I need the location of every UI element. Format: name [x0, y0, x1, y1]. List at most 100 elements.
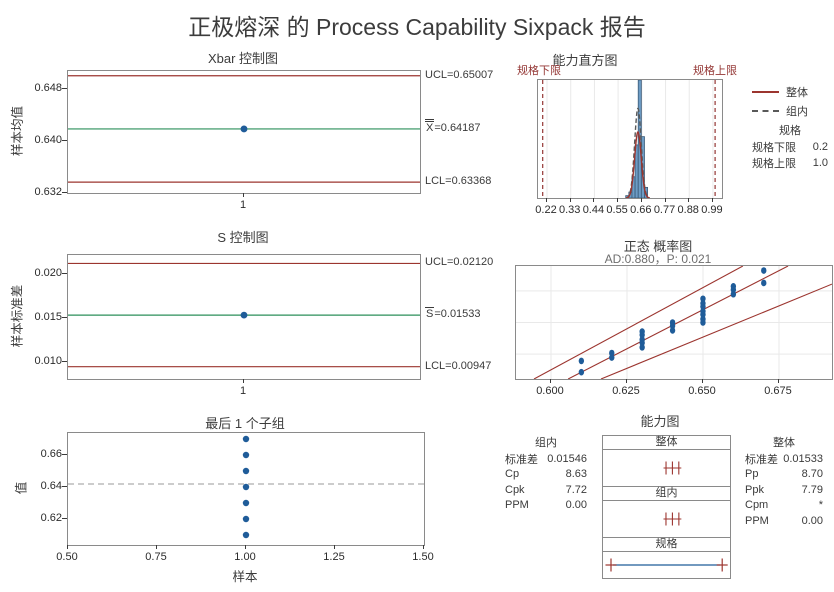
data-point	[242, 451, 250, 459]
xbar-ucl-label: UCL=0.65007	[425, 69, 494, 81]
within-stats-header: 组内	[535, 437, 557, 449]
stat-row: Cpm *	[745, 498, 823, 514]
x-tick-label: 0.675	[764, 385, 792, 397]
x-tick-mark	[245, 545, 246, 549]
x-tick-label: 1.50	[412, 551, 434, 563]
fit-line	[533, 266, 744, 379]
s-center-label: S=0.01533	[425, 307, 481, 320]
data-point	[242, 467, 250, 475]
x-tick-mark	[546, 198, 547, 202]
y-tick-mark	[62, 454, 67, 455]
y-tick-mark	[62, 88, 67, 90]
x-tick-mark	[777, 379, 779, 383]
data-point	[578, 357, 585, 365]
overall-stats-header: 整体	[773, 437, 795, 449]
s-plot	[67, 254, 421, 380]
histogram-plot	[537, 79, 723, 199]
stat-row: PPM 0.00	[505, 498, 587, 514]
overall-stats-block: 整体 标准差 0.01533 Pp 8.70 Ppk 7.79 Cpm * PPM 0.00	[745, 436, 823, 529]
y-tick-label: 0.648	[34, 81, 62, 94]
stat-value: 8.70	[801, 468, 823, 481]
y-tick-mark	[62, 192, 67, 193]
stat-label: Cpm	[745, 499, 769, 512]
x-doublebar-symbol: X	[425, 119, 435, 134]
y-tick-label: 0.632	[34, 185, 62, 198]
x-tick-mark	[423, 545, 424, 549]
stat-value: *	[818, 499, 823, 512]
xbar-y-axis-label: 样本均值	[10, 105, 25, 157]
stat-label: Pp	[745, 468, 759, 481]
x-tick-label: 0.75	[145, 551, 167, 563]
fit-line	[600, 283, 832, 379]
x-tick-mark	[625, 379, 627, 383]
y-tick-label: 0.66	[40, 447, 62, 460]
x-tick-label: 0.33	[558, 204, 581, 216]
x-tick-label: 1.00	[234, 551, 256, 563]
y-tick-label: 0.020	[34, 266, 62, 279]
x-tick-mark	[664, 198, 666, 202]
x-tick-label: 1.25	[323, 551, 345, 563]
stat-row: Pp 8.70	[745, 467, 823, 483]
y-tick-mark	[62, 518, 67, 519]
stat-row: Ppk 7.79	[745, 482, 823, 498]
histogram-title: 能力直方图	[552, 53, 618, 68]
data-point	[761, 279, 767, 287]
x-tick-label: 0.625	[612, 385, 640, 397]
stat-label: 标准差	[505, 453, 538, 466]
x-tick-label: 0.88	[677, 204, 699, 216]
x-tick-mark	[593, 198, 595, 202]
stat-label: Ppk	[745, 483, 764, 496]
data-point	[700, 295, 706, 303]
x-tick-mark	[640, 198, 642, 202]
x-tick-label: 0.600	[536, 385, 564, 397]
data-point	[242, 531, 250, 539]
within-stats-block: 组内 标准差 0.01546 Cp 8.63 Cpk 7.72 PPM 0.00	[505, 436, 587, 513]
capability-section-within: 组内	[603, 486, 730, 501]
capability-section-spec: 规格	[603, 537, 730, 552]
xbar-chart-title: Xbar 控制图	[207, 51, 279, 66]
stat-label: Cpk	[505, 483, 525, 496]
capability-box: 整体 组内 规格	[602, 435, 731, 579]
x-tick-label: 1	[239, 385, 247, 397]
data-point	[639, 331, 645, 339]
y-tick-label: 0.640	[34, 133, 62, 146]
stat-value: 0.01533	[783, 452, 823, 465]
within-line-icon	[752, 109, 779, 112]
capability-title: 能力图	[640, 414, 680, 429]
data-point	[639, 339, 645, 347]
x-tick-mark	[243, 379, 244, 383]
overall-curve	[625, 131, 650, 198]
s-lcl-label: LCL=0.00947	[425, 360, 492, 372]
data-point	[669, 322, 676, 330]
prob-plot	[515, 265, 833, 380]
legend-item-overall: 整体	[752, 82, 808, 101]
capability-section-overall: 整体	[603, 436, 730, 450]
stat-label: Cp	[505, 468, 520, 481]
data-point	[242, 515, 250, 523]
xbar-plot	[67, 70, 421, 194]
last-subgroup-title: 最后 1 个子组	[205, 416, 285, 431]
data-point	[609, 354, 615, 361]
y-tick-mark	[62, 317, 67, 318]
report-title: 正极熔深 的 Process Capability Sixpack 报告	[188, 14, 646, 40]
histogram-legend: 整体 组内	[752, 82, 808, 120]
data-point	[700, 303, 706, 310]
data-point	[730, 286, 737, 294]
capability-intervals	[605, 461, 728, 572]
data-point	[669, 327, 676, 334]
x-tick-mark	[549, 379, 551, 383]
xbar-lcl-label: LCL=0.63368	[425, 175, 492, 187]
x-tick-mark	[701, 379, 703, 383]
y-tick-label: 0.64	[40, 479, 62, 492]
data-point	[609, 349, 615, 357]
data-point	[578, 368, 585, 376]
stat-row: Cp 8.63	[505, 467, 587, 483]
spec-table: 规格 规格下限 0.2 规格上限 1.0	[752, 123, 828, 171]
x-tick-mark	[688, 198, 690, 202]
x-tick-label: 0.66	[630, 204, 652, 216]
overall-line-icon	[752, 90, 779, 93]
legend-item-within: 组内	[752, 101, 808, 120]
stat-row: PPM 0.00	[745, 513, 823, 529]
y-tick-label: 0.62	[40, 511, 62, 524]
y-tick-mark	[62, 140, 67, 142]
